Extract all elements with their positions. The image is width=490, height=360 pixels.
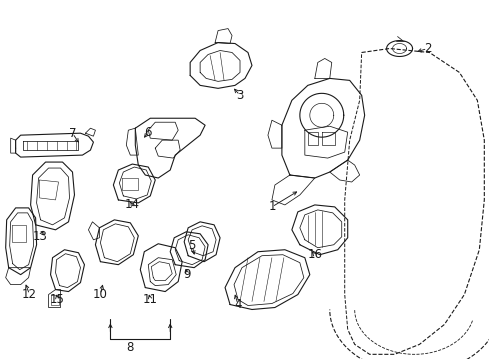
Text: 4: 4 [234, 298, 242, 311]
Text: 5: 5 [189, 239, 196, 252]
Text: 14: 14 [125, 198, 140, 211]
Text: 1: 1 [268, 201, 276, 213]
Text: 15: 15 [50, 293, 65, 306]
Text: 11: 11 [143, 293, 158, 306]
Text: 7: 7 [69, 127, 76, 140]
Text: 8: 8 [126, 341, 134, 354]
Text: 2: 2 [424, 42, 431, 55]
Text: 13: 13 [33, 230, 48, 243]
Text: 16: 16 [307, 248, 322, 261]
Text: 9: 9 [183, 268, 191, 281]
Text: 12: 12 [22, 288, 37, 301]
Text: 3: 3 [236, 89, 244, 102]
Text: 10: 10 [93, 288, 108, 301]
Text: 6: 6 [145, 126, 152, 139]
